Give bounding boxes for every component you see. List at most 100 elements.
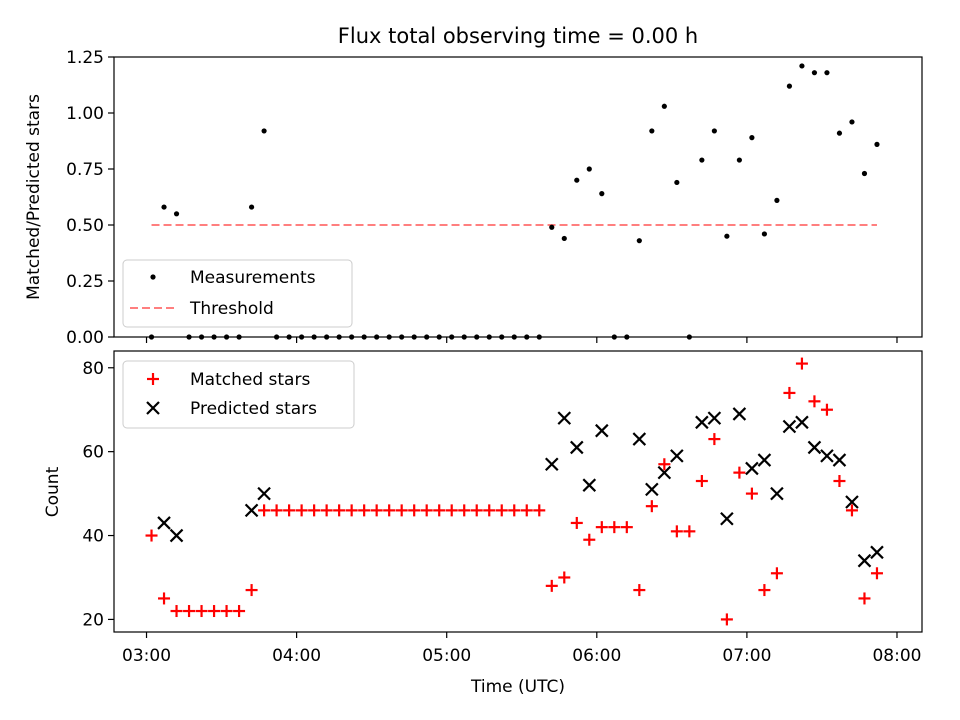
y-tick-label: 20: [82, 610, 104, 630]
matched-stars-point: [608, 521, 621, 534]
top-legend: Measurements Threshold: [122, 259, 353, 328]
matched-stars-point: [570, 516, 583, 529]
legend-marker-predicted-stars: [146, 401, 160, 415]
predicted-stars-point: [732, 407, 747, 421]
measurement-point: [661, 103, 667, 109]
bottom-axes-frame: [113, 350, 923, 633]
measurement-point: [636, 238, 642, 244]
measurement-point: [724, 233, 730, 239]
measurement-point: [811, 70, 818, 76]
matched-stars-point: [583, 533, 596, 546]
matched-stars-point: [720, 613, 733, 626]
measurement-point: [736, 157, 742, 163]
predicted-stars-point: [795, 415, 809, 430]
bottom-y-ticks: 20 40 60 80: [82, 359, 114, 630]
matched-stars-point: [533, 504, 546, 517]
y-tick-label: 40: [82, 527, 104, 547]
bottom-legend: Matched stars Predicted stars: [122, 360, 355, 429]
measurement-point: [774, 197, 780, 203]
matched-stars-point: [383, 504, 396, 517]
predicted-stars-point: [244, 503, 259, 518]
matched-stars-point: [858, 592, 871, 605]
measurement-point: [711, 128, 717, 134]
predicted-stars-point: [845, 495, 859, 509]
top-legend-box: [122, 259, 353, 328]
y-tick-label: 0.25: [66, 272, 104, 292]
x-tick-label: 03:00: [122, 646, 171, 666]
predicted-stars-point: [257, 486, 271, 501]
predicted-stars-point: [807, 440, 822, 455]
matched-stars-point: [495, 504, 508, 517]
matched-stars-point: [508, 504, 521, 517]
measurement-point: [849, 119, 855, 125]
matched-stars-point: [220, 605, 233, 618]
measurement-point: [836, 130, 843, 136]
matched-stars-point: [708, 433, 721, 446]
predicted-stars-point: [645, 482, 659, 497]
legend-label-measurements: Measurements: [190, 268, 316, 288]
matched-stars-point: [433, 504, 446, 517]
legend-label-predicted-stars: Predicted stars: [190, 399, 317, 419]
matched-stars-point: [683, 525, 696, 538]
matched-stars-point: [308, 504, 321, 517]
predicted-stars-point: [544, 457, 559, 472]
matched-stars-point: [233, 605, 246, 618]
matched-stars-point: [595, 521, 608, 534]
measurement-point: [261, 128, 267, 134]
bottom-plot-area: [145, 357, 884, 626]
y-tick-label: 1.00: [66, 104, 104, 124]
bottom-panel: Count Time (UTC) 20 40 60 80 03:00 04:00 05:0…: [43, 350, 923, 697]
top-y-axis-label: Matched/Predicted stars: [24, 94, 44, 300]
matched-stars-point: [345, 504, 358, 517]
measurement-point: [674, 179, 680, 186]
predicted-stars-point: [857, 553, 872, 568]
matched-stars-point: [658, 458, 671, 471]
matched-stars-point: [170, 605, 183, 618]
matched-stars-point: [320, 504, 333, 517]
x-axis-label: Time (UTC): [470, 677, 565, 697]
measurement-point: [824, 70, 830, 76]
matched-stars-point: [483, 504, 496, 517]
top-y-ticks: 0.00 0.25 0.50 0.75 1.00 1.25: [66, 48, 114, 348]
matched-stars-point: [358, 504, 371, 517]
x-tick-label: 08:00: [872, 646, 921, 666]
predicted-stars-point: [670, 449, 684, 463]
predicted-stars-point: [782, 419, 797, 434]
matched-stars-point: [833, 475, 846, 488]
measurement-point: [248, 204, 255, 210]
matched-stars-point: [645, 500, 658, 513]
legend-label-matched-stars: Matched stars: [190, 370, 310, 390]
matched-stars-point: [733, 466, 746, 479]
predicted-stars-point: [582, 478, 597, 492]
predicted-stars-point: [695, 415, 709, 430]
predicted-stars-point: [832, 453, 847, 467]
predicted-stars-point: [632, 432, 647, 446]
top-panel: Flux total observing time = 0.00 h Match…: [24, 24, 923, 348]
matched-stars-point: [545, 579, 558, 592]
predicted-stars-point: [720, 511, 734, 526]
matched-stars-point: [795, 357, 808, 370]
matched-stars-point: [195, 605, 208, 618]
matched-stars-point: [208, 605, 221, 618]
matched-stars-point: [420, 504, 433, 517]
y-tick-label: 80: [82, 359, 104, 379]
predicted-stars-point: [770, 486, 784, 501]
top-axes-frame: [113, 56, 923, 338]
predicted-stars-point: [757, 453, 772, 467]
matched-stars-point: [158, 592, 171, 605]
matched-stars-point: [270, 504, 283, 517]
bottom-x-ticks: 03:00 04:00 05:00 06:00 07:00 08:00: [122, 632, 921, 666]
predicted-stars-point: [570, 440, 584, 455]
matched-stars-point: [395, 504, 408, 517]
measurement-point: [799, 63, 805, 69]
predicted-stars-point: [870, 545, 884, 560]
predicted-stars-point: [707, 411, 722, 425]
chart-title: Flux total observing time = 0.00 h: [338, 24, 698, 48]
matched-stars-point: [620, 521, 633, 534]
x-tick-label: 05:00: [422, 646, 471, 666]
matched-stars-point: [370, 504, 383, 517]
legend-marker-measurements: [150, 274, 156, 280]
matched-stars-point: [258, 504, 271, 517]
measurement-point: [599, 191, 605, 197]
